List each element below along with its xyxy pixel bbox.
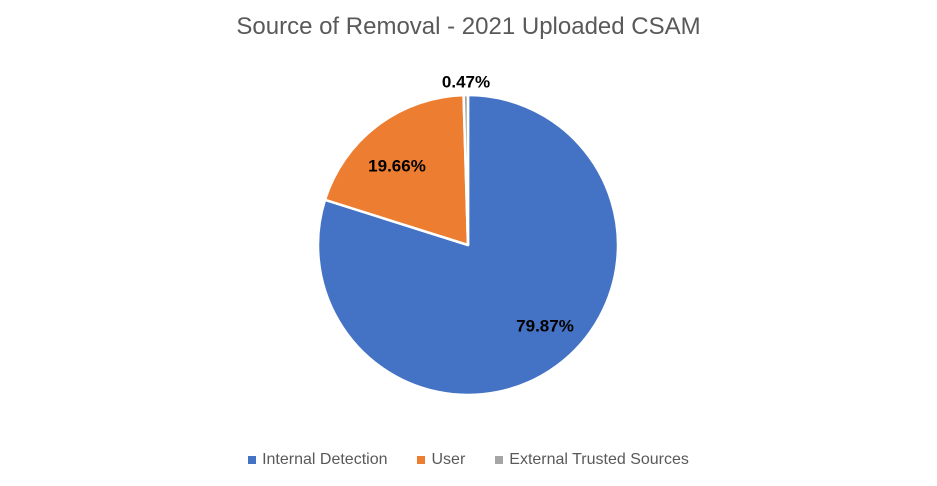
pie-slice-user [323, 93, 470, 247]
legend-entry-internal-detection: Internal Detection [248, 451, 387, 469]
legend-entry-external-trusted-sources: External Trusted Sources [495, 451, 689, 469]
pie-slice-external-trusted-sources [462, 93, 470, 247]
data-label-external-trusted-sources: 0.47% [442, 72, 490, 91]
data-label-user: 19.66% [368, 156, 426, 175]
pie-chart: 79.87% 19.66% 0.47% [316, 72, 620, 397]
legend-swatch-internal-detection [248, 456, 257, 464]
legend-label-user: User [431, 451, 466, 468]
chart-title: Source of Removal - 2021 Uploaded CSAM [236, 13, 701, 40]
legend-label-internal-detection: Internal Detection [262, 451, 388, 468]
legend: Internal Detection User External Trusted… [0, 451, 937, 469]
legend-swatch-external-trusted-sources [495, 456, 504, 464]
legend-label-external-trusted-sources: External Trusted Sources [509, 451, 689, 468]
legend-swatch-user [417, 456, 426, 464]
data-label-internal-detection: 79.87% [516, 316, 574, 335]
legend-entry-user: User [417, 451, 465, 469]
